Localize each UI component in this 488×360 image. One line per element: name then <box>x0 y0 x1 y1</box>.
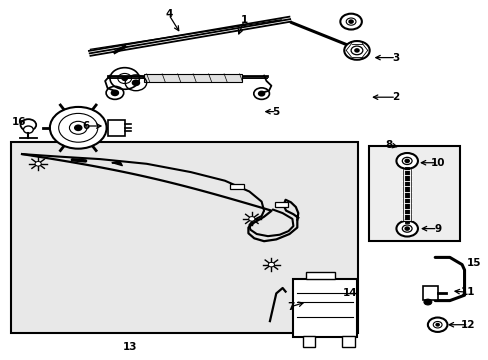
Text: 5: 5 <box>272 107 279 117</box>
Bar <box>230 184 244 189</box>
Text: 1: 1 <box>241 15 247 25</box>
Text: 9: 9 <box>433 224 440 234</box>
Circle shape <box>396 153 417 169</box>
Text: 12: 12 <box>460 320 475 330</box>
Circle shape <box>20 119 36 131</box>
Circle shape <box>344 41 369 60</box>
Bar <box>342 336 354 347</box>
Text: 4: 4 <box>164 9 172 19</box>
Circle shape <box>23 126 33 133</box>
Circle shape <box>423 299 431 305</box>
Text: 11: 11 <box>460 287 475 297</box>
Circle shape <box>111 90 118 95</box>
Circle shape <box>354 49 358 52</box>
Circle shape <box>50 107 106 149</box>
Text: 14: 14 <box>342 288 356 298</box>
Circle shape <box>396 221 417 237</box>
Circle shape <box>35 162 41 166</box>
Circle shape <box>348 20 352 23</box>
Bar <box>422 286 437 300</box>
Text: 6: 6 <box>82 121 89 131</box>
Text: 16: 16 <box>12 117 27 127</box>
Text: 10: 10 <box>429 158 444 168</box>
Text: 13: 13 <box>122 342 137 352</box>
Text: 15: 15 <box>466 258 481 268</box>
Bar <box>144 74 242 82</box>
Circle shape <box>258 91 264 96</box>
Bar <box>107 120 124 136</box>
Text: 7: 7 <box>286 302 294 312</box>
Bar <box>368 146 459 241</box>
Circle shape <box>268 262 274 267</box>
Bar <box>305 272 334 279</box>
Bar <box>303 336 315 347</box>
Bar <box>293 279 356 337</box>
Circle shape <box>75 125 81 130</box>
Circle shape <box>122 77 127 80</box>
Circle shape <box>405 227 408 230</box>
Polygon shape <box>112 161 122 166</box>
Text: 8: 8 <box>385 140 391 150</box>
Bar <box>274 202 287 207</box>
Circle shape <box>248 217 254 221</box>
Text: 2: 2 <box>392 92 399 102</box>
Circle shape <box>427 318 447 332</box>
Circle shape <box>405 159 408 162</box>
Circle shape <box>340 14 361 30</box>
Text: 3: 3 <box>392 53 399 63</box>
Circle shape <box>132 80 139 85</box>
Circle shape <box>435 324 438 326</box>
Bar <box>11 142 357 333</box>
